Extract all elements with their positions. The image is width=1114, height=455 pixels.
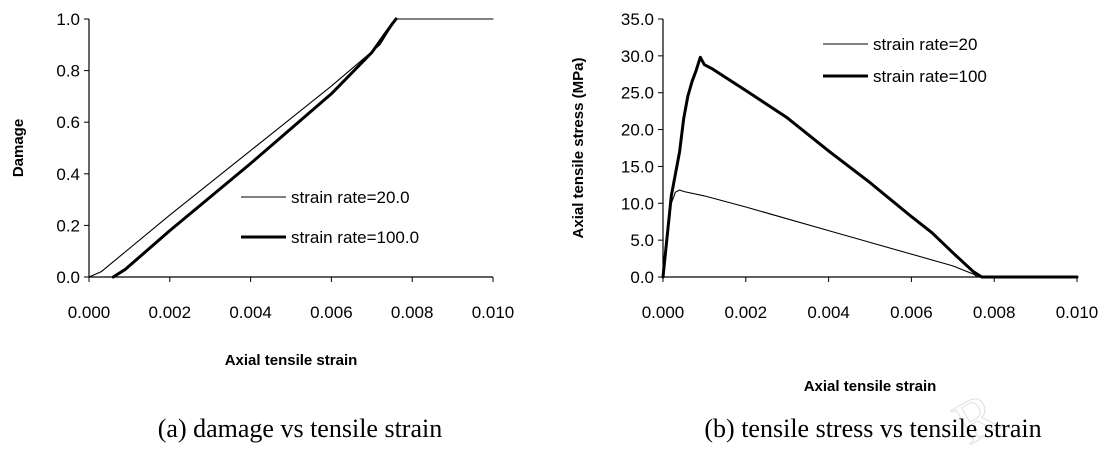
chart-a-xtick-label: 0.006 (310, 303, 353, 322)
chart-a-xlabel: Axial tensile strain (225, 352, 358, 369)
chart-b-ytick-label: 35.0 (621, 10, 654, 29)
chart-b-ytick-label: 10.0 (621, 194, 654, 213)
chart-a-legend-label-2: strain rate=100.0 (291, 228, 419, 247)
chart-b-xtick-label: 0.004 (807, 303, 850, 322)
chart-a: 0.0 0.2 0.4 0.6 0.8 1.0 0.000 0.002 0.004 0.006 0… (10, 10, 514, 443)
chart-a-xtick-label: 0.010 (472, 303, 515, 322)
chart-b-xtick-label: 0.006 (890, 303, 933, 322)
chart-a-legend-label-1: strain rate=20.0 (291, 188, 410, 207)
chart-a-caption: (a) damage vs tensile strain (158, 414, 442, 443)
chart-b-ytick-label: 15.0 (621, 157, 654, 176)
chart-a-ytick-label: 1.0 (56, 10, 80, 29)
chart-b: 0.0 5.0 10.0 15.0 20.0 25.0 30.0 35.0 0.000 0.00… (570, 10, 1098, 443)
chart-a-ylabel: Damage (10, 119, 27, 177)
chart-b-xtick-label: 0.000 (642, 303, 685, 322)
chart-b-legend-label-1: strain rate=20 (873, 35, 977, 54)
chart-a-xtick-label: 0.008 (391, 303, 434, 322)
chart-b-ytick-label: 0.0 (630, 268, 654, 287)
chart-a-xtick-label: 0.002 (149, 303, 192, 322)
chart-a-ytick-label: 0.2 (56, 216, 80, 235)
chart-a-xtick-label: 0.000 (68, 303, 111, 322)
chart-a-xtick-label: 0.004 (229, 303, 272, 322)
chart-a-ytick-label: 0.0 (56, 268, 80, 287)
chart-b-ytick-label: 20.0 (621, 121, 654, 140)
chart-a-ytick-label: 0.8 (56, 62, 80, 81)
chart-b-series-1-line (662, 189, 1078, 278)
chart-a-ytick-label: 0.4 (56, 165, 80, 184)
chart-b-ytick-label: 5.0 (630, 231, 654, 250)
chart-b-legend-label-2: strain rate=100 (873, 67, 987, 86)
chart-b-xtick-label: 0.008 (973, 303, 1016, 322)
chart-b-ytick-label: 30.0 (621, 47, 654, 66)
chart-a-ytick-label: 0.6 (56, 113, 80, 132)
chart-a-legend: strain rate=20.0 strain rate=100.0 (241, 188, 419, 247)
chart-b-ylabel: Axial tensile stress (MPa) (570, 58, 587, 239)
chart-b-xtick-label: 0.002 (725, 303, 768, 322)
chart-b-ytick-label: 25.0 (621, 84, 654, 103)
chart-b-legend: strain rate=20 strain rate=100 (823, 35, 987, 86)
chart-b-series-2-line (661, 55, 1079, 279)
chart-b-xtick-label: 0.010 (1056, 303, 1099, 322)
chart-a-series-2-line (111, 17, 398, 279)
chart-b-caption: (b) tensile stress vs tensile strain (704, 414, 1041, 443)
chart-b-xlabel: Axial tensile strain (804, 378, 937, 395)
